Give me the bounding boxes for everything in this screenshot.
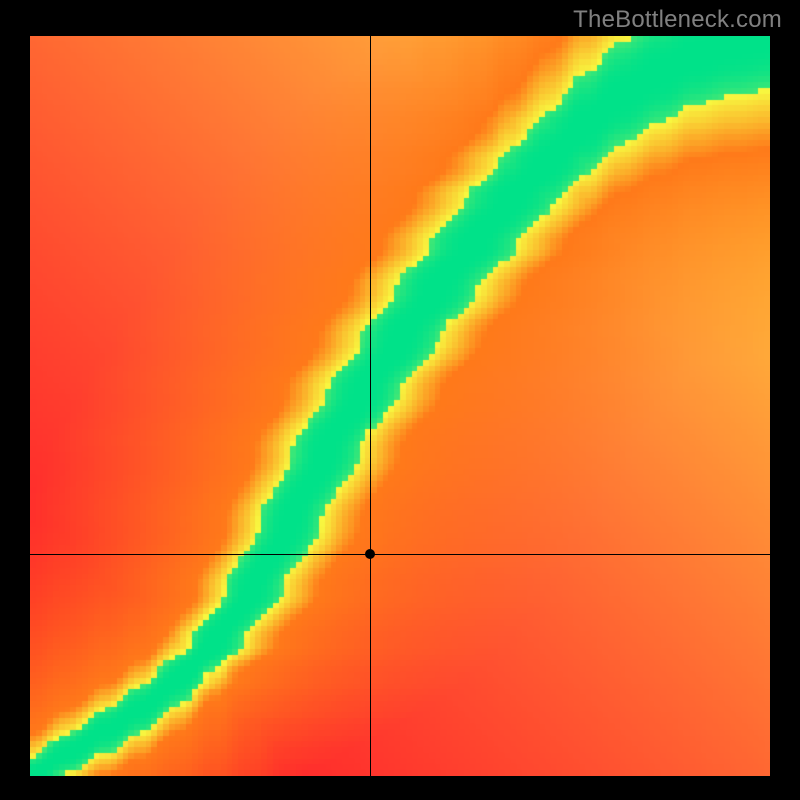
- chart-frame: TheBottleneck.com: [0, 0, 800, 800]
- source-watermark: TheBottleneck.com: [573, 6, 782, 34]
- crosshair-vertical: [370, 36, 371, 776]
- crosshair-horizontal: [30, 554, 770, 555]
- bottleneck-heatmap-canvas: [30, 36, 770, 776]
